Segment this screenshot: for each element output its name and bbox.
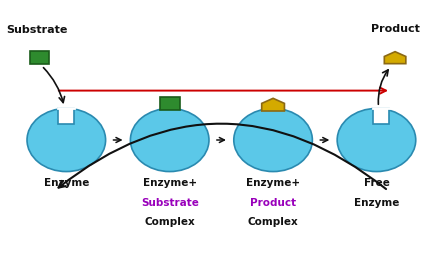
Text: Enzyme+: Enzyme+ [142,178,197,188]
Ellipse shape [234,108,312,172]
FancyBboxPatch shape [373,108,389,123]
Text: Product: Product [371,24,420,34]
FancyBboxPatch shape [58,108,74,123]
Text: Enzyme: Enzyme [44,178,89,188]
FancyBboxPatch shape [29,51,49,64]
Text: Complex: Complex [248,217,298,227]
Polygon shape [262,98,284,111]
Text: Enzyme+: Enzyme+ [246,178,300,188]
Text: Substrate: Substrate [141,198,199,208]
Ellipse shape [27,108,106,172]
Text: Enzyme: Enzyme [354,198,399,208]
Ellipse shape [130,108,209,172]
Text: Free: Free [364,178,389,188]
Text: Substrate: Substrate [6,25,68,35]
FancyBboxPatch shape [160,97,180,110]
Text: Product: Product [250,198,296,208]
Polygon shape [385,52,406,64]
Ellipse shape [337,108,416,172]
Text: Complex: Complex [144,217,195,227]
